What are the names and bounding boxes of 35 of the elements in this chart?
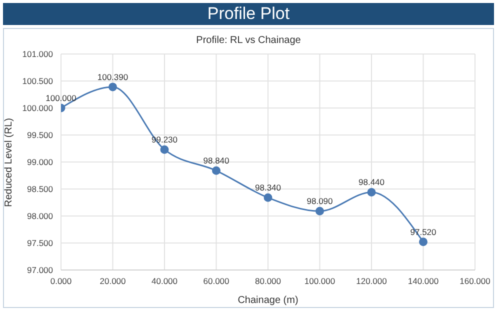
data-label: 100.000 xyxy=(46,93,77,103)
point xyxy=(316,206,324,216)
point xyxy=(419,238,428,246)
data-label: 98.340 xyxy=(255,182,282,193)
point xyxy=(108,82,117,92)
x-tick-label: 160.000 xyxy=(460,276,491,286)
chart-subtitle: Profile: RL vs Chainage xyxy=(195,35,302,46)
y-tick-label: 99.000 xyxy=(27,157,54,168)
y-tick-label: 97.000 xyxy=(27,265,54,276)
x-tick-label: 0.000 xyxy=(50,276,72,286)
data-label: 98.840 xyxy=(203,156,230,166)
point xyxy=(212,166,220,175)
x-tick-label: 120.000 xyxy=(356,276,388,286)
y-tick-label: 97.500 xyxy=(27,238,54,248)
point xyxy=(367,188,376,196)
y-axis-title: Reduced Level (RL) xyxy=(4,118,15,207)
y-tick-label: 98.000 xyxy=(27,211,54,222)
data-label: 100.390 xyxy=(97,72,128,82)
x-axis-title: Chainage (m) xyxy=(238,295,298,306)
y-tick-label: 98.500 xyxy=(27,184,54,194)
y-tick-label: 100.000 xyxy=(22,103,54,114)
data-label: 98.440 xyxy=(358,177,385,188)
x-tick-label: 20.000 xyxy=(100,276,126,286)
point xyxy=(160,145,169,154)
x-tick-label: 100.000 xyxy=(304,276,336,286)
x-tick-label: 80.000 xyxy=(255,276,282,286)
y-tick-label: 100.500 xyxy=(22,76,54,86)
y-tick-label: 101.000 xyxy=(22,49,54,60)
data-label: 98.090 xyxy=(306,196,334,206)
x-tick-label: 140.000 xyxy=(408,276,439,286)
x-tick-label: 40.000 xyxy=(152,276,178,286)
y-tick-label: 99.500 xyxy=(27,130,54,140)
x-tick-label: 60.000 xyxy=(203,276,230,286)
point xyxy=(264,193,272,202)
chart-title: Profile Plot xyxy=(3,3,494,25)
